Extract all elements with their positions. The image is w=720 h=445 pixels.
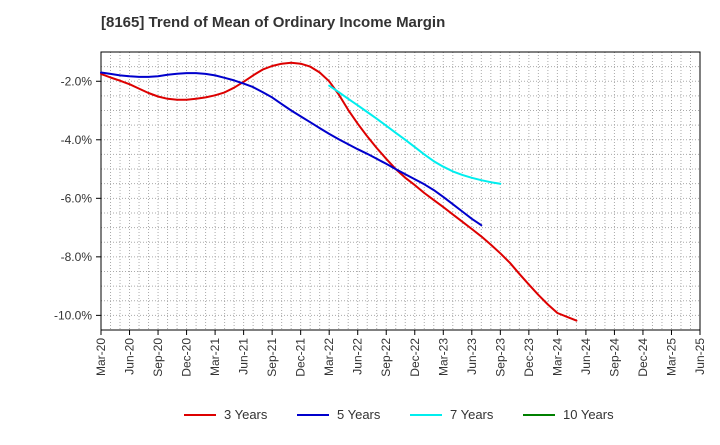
x-tick-label: Jun-21 — [237, 338, 251, 375]
series-line-7-years — [328, 84, 502, 185]
x-tick-label: Jun-22 — [351, 338, 365, 375]
y-tick-label: -2.0% — [61, 74, 93, 88]
x-tick-label: Mar-20 — [94, 338, 108, 376]
y-tick-label: -10.0% — [54, 308, 92, 322]
legend-label: 5 Years — [337, 407, 381, 422]
legend-label: 10 Years — [563, 407, 614, 422]
x-tick-label: Mar-24 — [550, 338, 564, 376]
legend-label: 3 Years — [224, 407, 268, 422]
chart-title: [8165] Trend of Mean of Ordinary Income … — [101, 14, 446, 31]
x-tick-label: Sep-24 — [607, 338, 621, 377]
series-line-3-years — [100, 61, 578, 322]
x-tick-label: Jun-25 — [693, 338, 707, 375]
x-tick-label: Dec-21 — [294, 338, 308, 377]
y-tick-label: -8.0% — [61, 250, 93, 264]
x-tick-label: Sep-21 — [265, 338, 279, 377]
y-tick-label: -6.0% — [61, 191, 93, 205]
x-tick-label: Sep-22 — [379, 338, 393, 377]
x-tick-label: Dec-23 — [522, 338, 536, 377]
x-tick-label: Mar-21 — [208, 338, 222, 376]
plot-area — [101, 52, 700, 330]
x-tick-label: Sep-20 — [151, 338, 165, 377]
series-line-5-years — [100, 71, 483, 227]
x-tick-label: Mar-25 — [664, 338, 678, 376]
x-tick-label: Jun-20 — [123, 338, 137, 375]
x-tick-label: Dec-22 — [408, 338, 422, 377]
x-tick-label: Jun-23 — [465, 338, 479, 375]
x-tick-label: Dec-20 — [180, 338, 194, 377]
x-tick-label: Mar-22 — [322, 338, 336, 376]
x-tick-label: Mar-23 — [436, 338, 450, 376]
plot-frame — [100, 51, 701, 331]
x-tick-label: Jun-24 — [579, 338, 593, 375]
y-tick-label: -4.0% — [61, 133, 93, 147]
legend-label: 7 Years — [450, 407, 494, 422]
x-tick-label: Sep-23 — [493, 338, 507, 377]
legend: 3 Years 5 Years 7 Years 10 Years — [184, 407, 614, 422]
x-tick-label: Dec-24 — [636, 338, 650, 377]
